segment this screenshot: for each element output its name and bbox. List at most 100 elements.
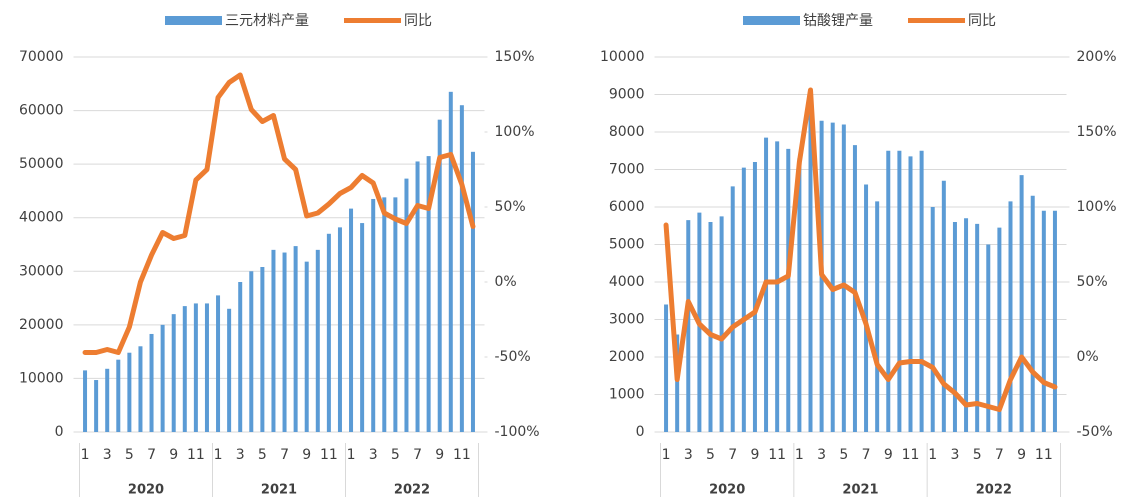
x-tick-label: 7	[147, 447, 156, 463]
legend-label: 钴酸锂产量	[803, 13, 873, 29]
bar	[997, 227, 1002, 432]
x-tick-label: 3	[236, 447, 245, 463]
bar	[708, 222, 713, 432]
y-tick-label: 50000	[19, 156, 64, 172]
x-group-label: 2021	[261, 483, 297, 497]
bar	[404, 178, 409, 432]
x-group-label: 2020	[128, 483, 164, 497]
bar	[808, 105, 813, 432]
bar	[752, 162, 757, 432]
bar	[127, 352, 132, 432]
bar	[975, 223, 980, 432]
bar	[886, 150, 891, 432]
bar	[1030, 195, 1035, 432]
y2-tick-label: 50%	[1077, 274, 1108, 290]
bar	[941, 180, 946, 432]
bar	[686, 220, 691, 432]
bar	[875, 201, 880, 432]
y-tick-label: 5000	[609, 237, 645, 253]
bar	[393, 197, 398, 432]
x-tick-label: 11	[1035, 447, 1053, 463]
bar	[293, 246, 298, 432]
bar	[94, 380, 99, 432]
y-tick-label: 9000	[609, 87, 645, 103]
x-tick-label: 7	[995, 447, 1004, 463]
x-tick-label: 5	[839, 447, 848, 463]
bar	[171, 314, 176, 432]
legend-label: 同比	[968, 13, 996, 29]
bar	[227, 308, 232, 432]
x-tick-label: 3	[103, 447, 112, 463]
y-tick-label: 60000	[19, 103, 64, 119]
bar	[786, 148, 791, 432]
x-group-label: 2021	[842, 483, 878, 497]
bar	[326, 233, 331, 432]
bar	[249, 271, 254, 432]
bar	[930, 207, 935, 432]
y-tick-label: 7000	[609, 162, 645, 178]
bar	[160, 324, 165, 432]
y-tick-label: 3000	[609, 312, 645, 328]
x-tick-label: 11	[768, 447, 786, 463]
x-tick-label: 7	[280, 447, 289, 463]
bar	[149, 333, 154, 432]
x-tick-label: 1	[347, 447, 356, 463]
y-tick-label: 1000	[609, 387, 645, 403]
bar	[315, 249, 320, 432]
bar	[337, 227, 342, 432]
y2-tick-label: 0%	[495, 274, 517, 290]
bar	[1008, 201, 1013, 432]
line	[82, 72, 476, 355]
x-tick-label: 11	[453, 447, 471, 463]
line	[663, 87, 1058, 412]
bar	[238, 282, 243, 432]
x-tick-label: 1	[795, 447, 804, 463]
y-tick-label: 2000	[609, 349, 645, 365]
bar	[304, 261, 309, 432]
y-tick-label: 10000	[600, 49, 645, 65]
bar	[204, 303, 209, 432]
x-tick-label: 3	[817, 447, 826, 463]
bar	[138, 346, 143, 432]
bar	[360, 223, 365, 432]
x-tick-label: 11	[902, 447, 920, 463]
x-tick-label: 9	[884, 447, 893, 463]
x-tick-label: 3	[684, 447, 693, 463]
x-tick-label: 7	[728, 447, 737, 463]
bar	[470, 151, 475, 433]
y-tick-label: 40000	[19, 210, 64, 226]
x-tick-label: 9	[1017, 447, 1026, 463]
legend-swatch	[165, 16, 222, 25]
x-tick-label: 9	[169, 447, 178, 463]
bar	[182, 306, 187, 432]
bar	[952, 222, 957, 432]
y-tick-label: 10000	[19, 370, 64, 386]
bar	[775, 141, 780, 432]
bar	[426, 156, 431, 432]
y-tick-label: 8000	[609, 124, 645, 140]
y2-tick-label: -50%	[495, 349, 531, 365]
legend-swatch	[743, 16, 800, 25]
bar	[864, 184, 869, 432]
y2-tick-label: 200%	[1077, 49, 1117, 65]
bar	[986, 244, 991, 432]
x-tick-label: 5	[391, 447, 400, 463]
x-tick-label: 9	[302, 447, 311, 463]
bar	[908, 156, 913, 432]
y-tick-label: 6000	[609, 199, 645, 215]
y2-tick-label: 50%	[495, 199, 526, 215]
bar	[271, 249, 276, 432]
y2-tick-label: 100%	[1077, 199, 1117, 215]
bar	[730, 186, 735, 432]
bar	[830, 122, 835, 432]
bar	[897, 150, 902, 432]
x-tick-label: 5	[706, 447, 715, 463]
x-tick-label: 11	[320, 447, 338, 463]
bar	[349, 208, 354, 432]
bar	[260, 267, 265, 432]
y-tick-label: 0	[636, 424, 645, 440]
y-tick-label: 30000	[19, 263, 64, 279]
bar	[83, 370, 88, 432]
y-tick-label: 70000	[19, 49, 64, 65]
